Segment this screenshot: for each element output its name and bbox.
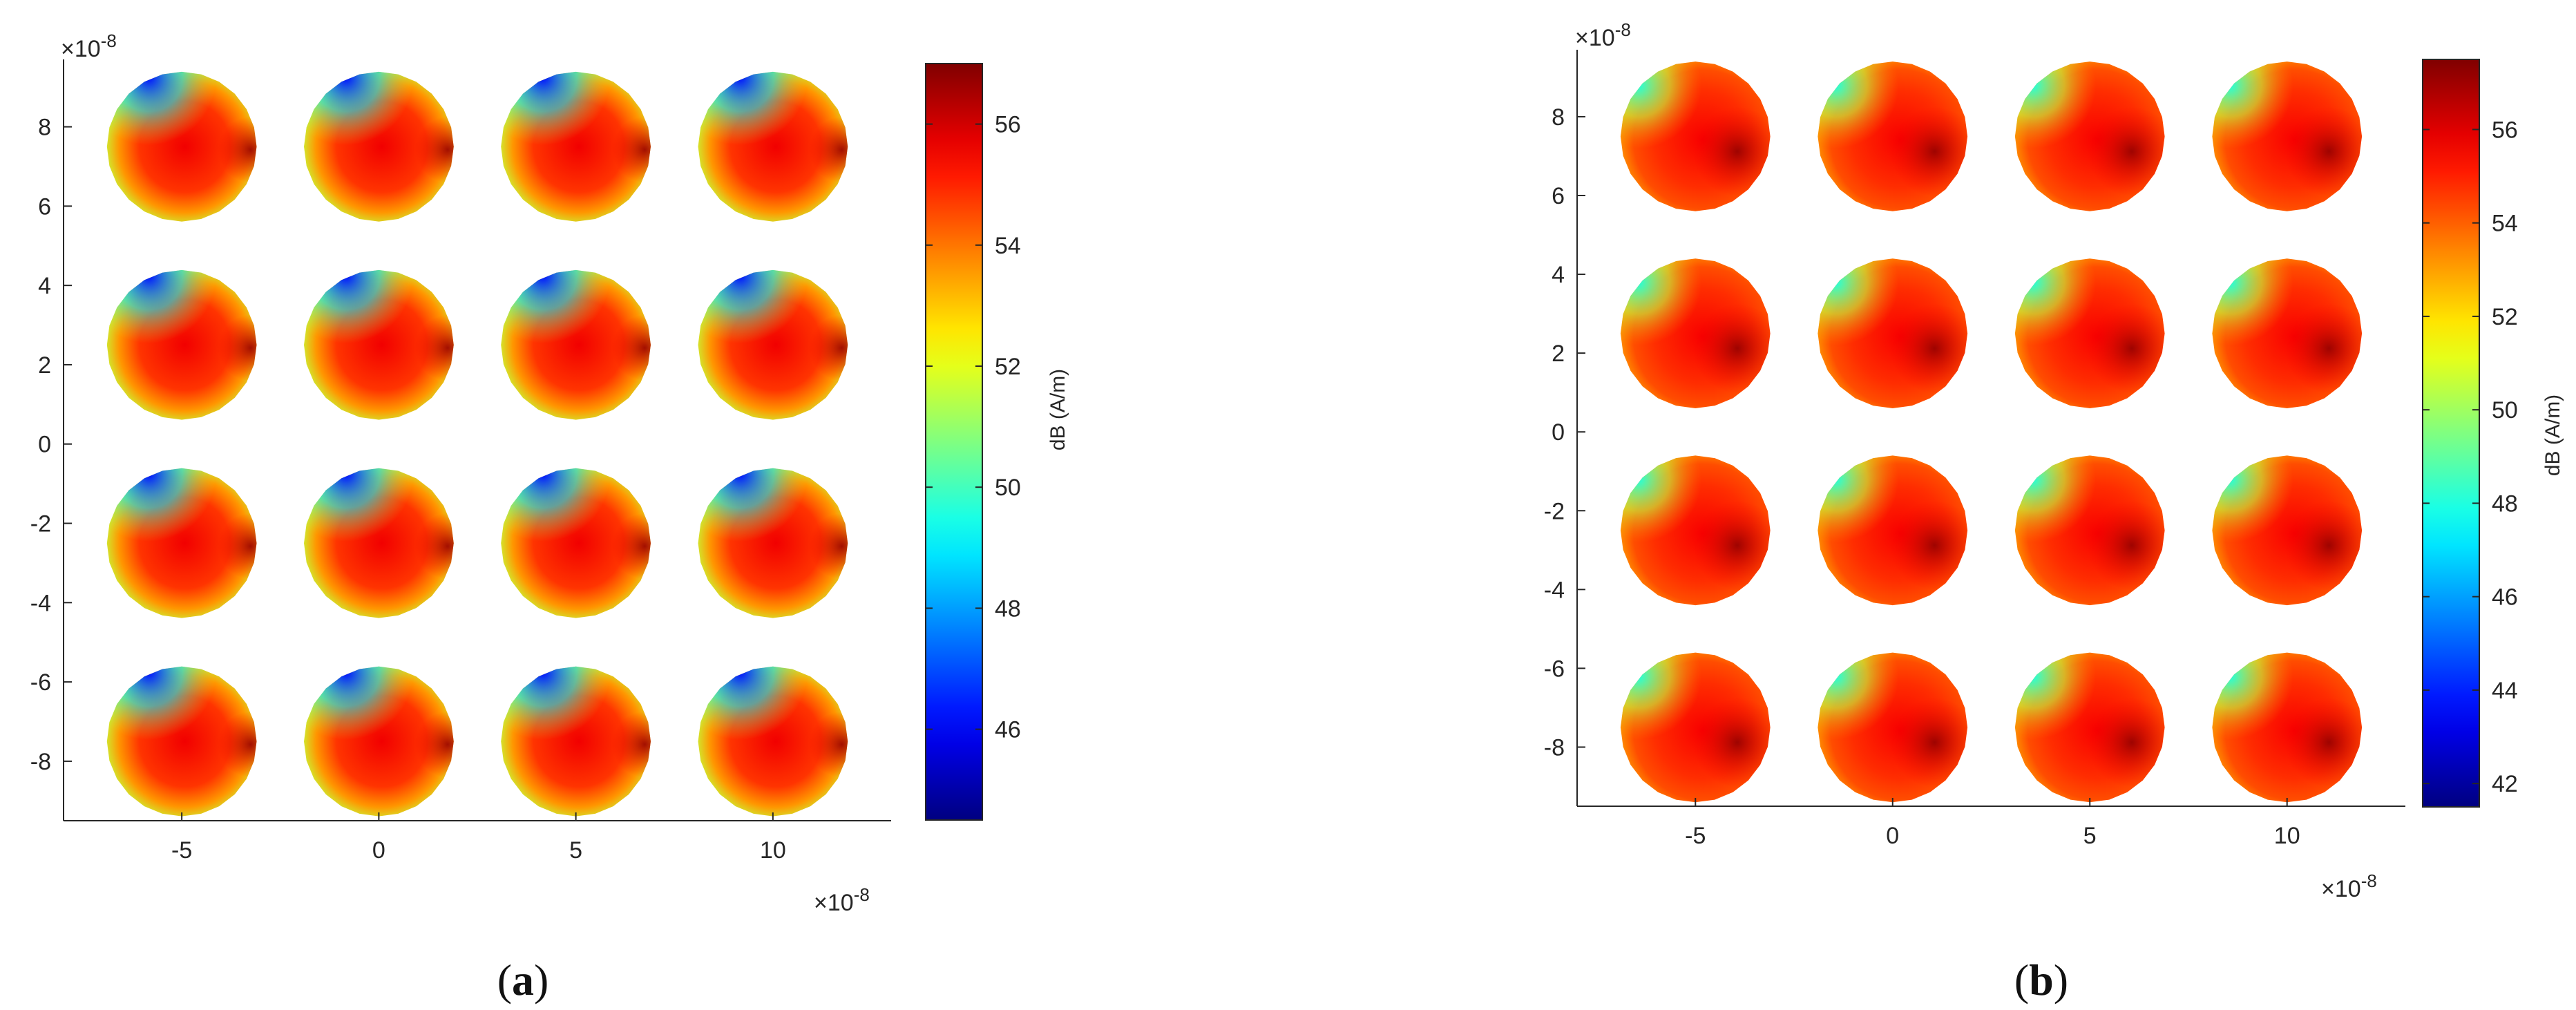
y-tick-label-b: -4 xyxy=(1544,577,1565,603)
x-tick-label-b: -5 xyxy=(1685,823,1706,849)
colorbar-tick-label-a: 48 xyxy=(995,595,1021,622)
colorbar-tick-label-a: 54 xyxy=(995,233,1021,259)
x-multiplier-b: ×10-8 xyxy=(2321,870,2377,902)
element-a-r2-c4 xyxy=(698,269,848,420)
y-tick-label-b: 0 xyxy=(1552,419,1565,446)
x-tick-label-a: 10 xyxy=(760,837,786,864)
element-a-r4-c3 xyxy=(501,666,651,817)
colorbar-gradient-a xyxy=(925,63,983,821)
colorbar-tick-label-b: 48 xyxy=(2492,490,2518,517)
element-b-r2-c1 xyxy=(1620,258,1771,408)
element-a-r1-c1 xyxy=(106,71,257,222)
y-tick-label-b: -8 xyxy=(1544,734,1565,761)
x-tick-label-a: -5 xyxy=(171,837,192,864)
element-b-r4-c2 xyxy=(1817,652,1968,803)
y-tick-label-b: -6 xyxy=(1544,656,1565,682)
element-a-r2-c3 xyxy=(501,269,651,420)
colorbar-tick-label-b: 44 xyxy=(2492,678,2518,704)
y-tick-label-b: 4 xyxy=(1552,262,1565,288)
colorbar-tick-label-b: 52 xyxy=(2492,304,2518,330)
colorbar-tick-label-a: 46 xyxy=(995,717,1021,743)
element-b-r2-c2 xyxy=(1817,258,1968,408)
element-a-r4-c1 xyxy=(106,666,257,817)
colorbar-tick-label-a: 56 xyxy=(995,112,1021,138)
colorbar-tick-label-b: 56 xyxy=(2492,117,2518,143)
element-b-r3-c1 xyxy=(1620,455,1771,606)
x-tick-label-b: 10 xyxy=(2274,823,2300,849)
y-tick-label-a: -2 xyxy=(30,511,51,537)
panel-a: -5 0 5 10 8 6 4 2 0 -2 -4 -6 -8 ×10-8 ×10-8 56 54 52 50… xyxy=(30,30,1069,1004)
element-b-r1-c1 xyxy=(1620,61,1771,211)
colorbar-tick-label-b: 46 xyxy=(2492,584,2518,611)
colorbar-label-b: dB (A/m) xyxy=(2541,394,2564,476)
y-tick-label-a: 2 xyxy=(38,352,51,379)
element-grid-b xyxy=(1620,61,2363,803)
y-tick-label-b: 6 xyxy=(1552,183,1565,209)
element-b-r1-c3 xyxy=(2014,61,2165,211)
x-tick-label-a: 0 xyxy=(372,837,385,864)
element-b-r4-c3 xyxy=(2014,652,2165,803)
x-tick-label-b: 0 xyxy=(1886,823,1899,849)
element-b-r1-c2 xyxy=(1817,61,1968,211)
axes-a: -5 0 5 10 8 6 4 2 0 -2 -4 -6 -8 xyxy=(30,59,891,864)
element-b-r4-c1 xyxy=(1620,652,1771,803)
element-a-r1-c2 xyxy=(304,71,454,222)
element-a-r1-c4 xyxy=(698,71,848,222)
colorbar-tick-label-b: 50 xyxy=(2492,397,2518,423)
element-a-r2-c1 xyxy=(106,269,257,420)
element-a-r3-c2 xyxy=(304,468,454,618)
axes-b: -5 0 5 10 8 6 4 2 0 -2 -4 -6 -8 xyxy=(1544,50,2405,849)
y-tick-label-a: -4 xyxy=(30,590,51,616)
colorbar-gradient-b xyxy=(2422,59,2480,808)
element-b-r4-c4 xyxy=(2212,652,2363,803)
x-multiplier-a: ×10-8 xyxy=(814,884,870,916)
x-tick-label-b: 5 xyxy=(2083,823,2097,849)
element-a-r3-c1 xyxy=(106,468,257,618)
colorbar-label-a: dB (A/m) xyxy=(1047,369,1069,450)
y-tick-label-a: 6 xyxy=(38,193,51,220)
colorbar-a: 56 54 52 50 48 46 xyxy=(925,63,1021,821)
y-multiplier-b: ×10-8 xyxy=(1575,19,1631,51)
element-a-r3-c3 xyxy=(501,468,651,618)
colorbar-tick-label-a: 52 xyxy=(995,354,1021,380)
y-tick-label-a: -8 xyxy=(30,749,51,775)
y-tick-label-a: -6 xyxy=(30,669,51,696)
panel-label-b: (b) xyxy=(2014,955,2068,1004)
x-tick-label-a: 5 xyxy=(569,837,582,864)
panel-label-a: (a) xyxy=(497,955,549,1004)
element-grid-a xyxy=(106,71,848,817)
y-tick-label-b: -2 xyxy=(1544,498,1565,524)
y-tick-label-a: 8 xyxy=(38,115,51,141)
element-a-r3-c4 xyxy=(698,468,848,618)
y-tick-label-b: 8 xyxy=(1552,104,1565,131)
element-a-r4-c4 xyxy=(698,666,848,817)
colorbar-b: 56 54 52 50 48 46 44 42 xyxy=(2422,59,2518,808)
y-tick-label-b: 2 xyxy=(1552,341,1565,367)
colorbar-tick-label-b: 42 xyxy=(2492,771,2518,797)
element-a-r4-c2 xyxy=(304,666,454,817)
element-b-r3-c2 xyxy=(1817,455,1968,606)
element-b-r1-c4 xyxy=(2212,61,2363,211)
element-a-r2-c2 xyxy=(304,269,454,420)
y-tick-label-a: 0 xyxy=(38,432,51,458)
element-b-r2-c3 xyxy=(2014,258,2165,408)
y-multiplier-a: ×10-8 xyxy=(61,30,117,62)
element-a-r1-c3 xyxy=(501,71,651,222)
element-b-r2-c4 xyxy=(2212,258,2363,408)
colorbar-tick-label-a: 50 xyxy=(995,475,1021,501)
element-b-r3-c3 xyxy=(2014,455,2165,606)
y-tick-label-a: 4 xyxy=(38,273,51,299)
colorbar-tick-label-b: 54 xyxy=(2492,211,2518,237)
element-b-r3-c4 xyxy=(2212,455,2363,606)
